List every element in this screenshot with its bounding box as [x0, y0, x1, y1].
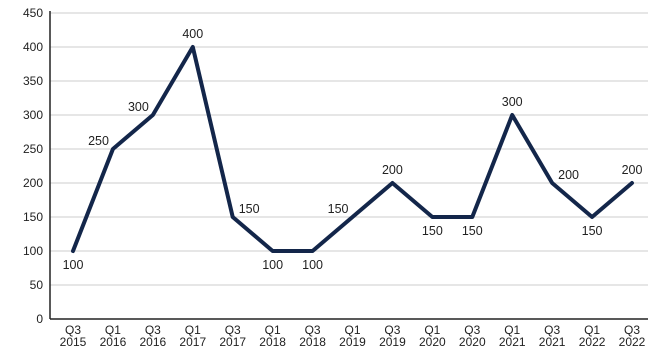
y-tick-label: 450 [23, 6, 43, 20]
x-tick-label: Q3 2020 [459, 323, 486, 349]
x-tick-label: Q3 2017 [219, 323, 246, 349]
y-tick-labels: 0 50 100 150 200 250 300 350 400 450 [23, 6, 43, 326]
y-tick-label: 100 [23, 244, 43, 258]
data-label: 150 [462, 224, 483, 238]
y-tick-label: 300 [23, 108, 43, 122]
y-tick-label: 250 [23, 142, 43, 156]
data-label: 150 [582, 224, 603, 238]
data-label: 200 [558, 168, 579, 182]
data-label: 300 [128, 100, 149, 114]
y-tick-label: 150 [23, 210, 43, 224]
x-tick-labels: Q3 2015 Q1 2016 Q3 2016 Q1 2017 Q3 2017 Q1 2018 Q3 20… [60, 323, 646, 349]
series [71, 45, 634, 253]
data-label: 200 [382, 163, 403, 177]
x-tick-label: Q1 2016 [100, 323, 127, 349]
data-label: 150 [422, 224, 443, 238]
y-tick-label: 200 [23, 176, 43, 190]
data-label: 100 [302, 258, 323, 272]
x-tick-label: Q3 2019 [379, 323, 406, 349]
data-label: 200 [622, 163, 643, 177]
x-tick-label: Q3 2021 [539, 323, 566, 349]
data-label: 150 [328, 202, 349, 216]
x-tick-label: Q1 2018 [259, 323, 286, 349]
x-tick-label: Q3 2016 [140, 323, 167, 349]
x-tick-label: Q1 2022 [579, 323, 606, 349]
x-tick-label: Q3 2018 [299, 323, 326, 349]
axes [49, 11, 648, 320]
x-tick-label: Q1 2017 [179, 323, 206, 349]
y-tick-label: 50 [30, 278, 44, 292]
data-label: 100 [63, 258, 84, 272]
x-tick-label: Q3 2022 [619, 323, 646, 349]
data-label: 150 [239, 202, 260, 216]
y-tick-label: 400 [23, 40, 43, 54]
y-tick-label: 350 [23, 74, 43, 88]
data-label: 100 [262, 258, 283, 272]
x-tick-label: Q1 2020 [419, 323, 446, 349]
x-tick-label: Q3 2015 [60, 323, 87, 349]
series-line [71, 45, 634, 253]
data-label: 250 [88, 134, 109, 148]
data-label: 300 [502, 95, 523, 109]
data-label: 400 [182, 27, 203, 41]
data-labels: 100 250 300 400 150 100 100 150 200 150 150 300 200 1… [63, 27, 643, 272]
y-tick-label: 0 [36, 312, 43, 326]
x-tick-label: Q1 2019 [339, 323, 366, 349]
gridlines [50, 12, 648, 286]
x-tick-label: Q1 2021 [499, 323, 526, 349]
